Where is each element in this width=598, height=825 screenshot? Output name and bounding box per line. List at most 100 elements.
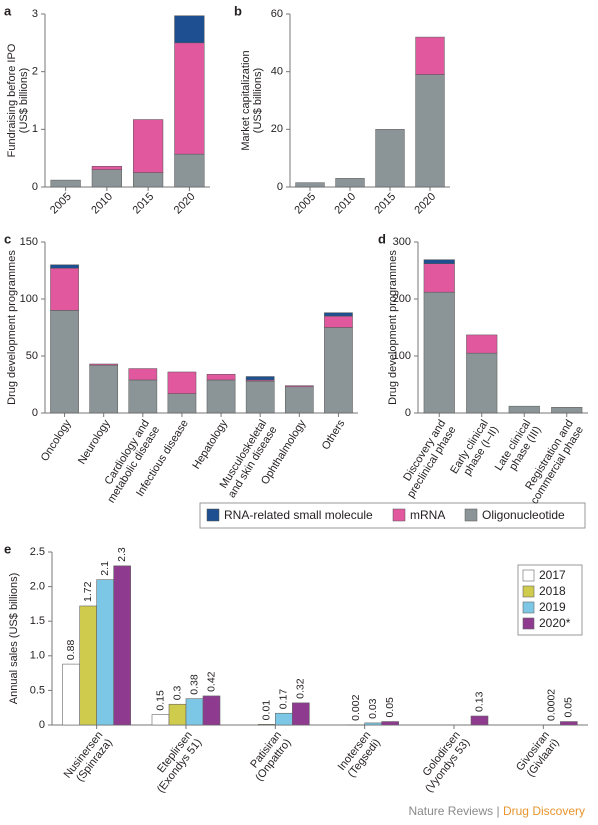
panel-letter: d: [378, 231, 386, 246]
y-tick-label: 1: [32, 123, 38, 135]
bar-segment: [91, 165, 122, 170]
value-label: 0.13: [473, 691, 485, 712]
y-tick-label: 100: [20, 293, 38, 305]
bar: [113, 565, 131, 726]
bar-segment: [466, 352, 498, 414]
value-label: 0.05: [384, 697, 396, 718]
footer-journal: Drug Discovery: [503, 804, 585, 818]
legend-label: RNA-related small molecule: [224, 508, 373, 522]
bar-segment: [423, 291, 455, 414]
x-tick-label: Eteplirsen(Exondys 51): [145, 729, 204, 795]
y-tick-label: 0: [32, 181, 38, 193]
y-tick-label: 300: [393, 236, 411, 248]
x-tick-label: Early clinicalphase (I–II): [448, 418, 501, 483]
bar-segment: [295, 182, 325, 188]
legend-swatch: [392, 508, 406, 522]
bar-segment: [284, 386, 314, 414]
y-tick-label: 200: [393, 293, 411, 305]
value-label: 0.05: [563, 697, 575, 718]
bar: [560, 721, 578, 726]
footer: Nature Reviews | Drug Discovery: [408, 804, 585, 818]
bar: [202, 695, 221, 726]
x-tick-label: 2015: [131, 191, 157, 217]
y-tick-label: 50: [26, 350, 38, 362]
bar: [62, 663, 80, 726]
bar: [292, 702, 310, 726]
bar-segment: [324, 312, 353, 317]
panel-letter: b: [234, 3, 242, 18]
bar-segment: [415, 36, 445, 75]
legend-label: 2017: [539, 568, 566, 582]
bar-segment: [375, 129, 405, 188]
y-tick-label: 20: [271, 123, 283, 135]
y-axis-title: Fundraising before IPO(US$ billions): [6, 43, 30, 157]
y-tick-label: 100: [393, 350, 411, 362]
bar-segment: [206, 379, 236, 414]
x-tick-label: Golodirsen(Vyondys 53): [414, 729, 473, 795]
x-tick-label: Others: [320, 417, 348, 452]
y-tick-label: 60: [271, 8, 283, 20]
bar-segment: [245, 376, 275, 381]
x-tick-label: 2005: [48, 191, 74, 217]
x-tick-label: 2005: [292, 191, 318, 217]
bar-segment: [415, 74, 445, 188]
x-tick-label: Patisiran(Onpattro): [244, 729, 294, 783]
bar-segment: [133, 119, 164, 173]
bar: [79, 605, 97, 726]
y-tick-label: 0: [39, 719, 45, 731]
legend-label: mRNA: [410, 508, 445, 522]
value-label: 2.3: [116, 547, 128, 562]
value-label: 0.38: [188, 674, 200, 695]
x-tick-label: 2010: [89, 191, 115, 217]
y-tick-label: 0: [277, 181, 283, 193]
bar-segment: [245, 380, 275, 414]
bar-segment: [128, 379, 158, 414]
bar-segment: [206, 373, 236, 381]
bar-segment: [335, 178, 365, 188]
x-tick-label: Givosiran(Givlaari): [514, 729, 562, 780]
value-label: 0.01: [261, 700, 273, 721]
bar-segment: [423, 263, 455, 293]
bar: [185, 698, 204, 726]
panel-letter: a: [4, 3, 12, 18]
legend-swatch: [522, 601, 535, 614]
legend-swatch: [522, 569, 535, 582]
y-tick-label: 0: [32, 407, 38, 419]
bar-segment: [174, 15, 205, 44]
value-label: 0.3: [171, 685, 183, 700]
bar-segment: [466, 334, 498, 354]
bar-segment: [551, 407, 583, 414]
value-label: 2.1: [99, 561, 111, 576]
bar: [364, 722, 382, 726]
bar-segment: [89, 363, 119, 366]
value-label: 0.42: [205, 671, 217, 692]
legend-swatch: [206, 508, 220, 522]
legend-label: 2019: [539, 600, 566, 614]
x-tick-label: 2020: [412, 191, 438, 217]
y-axis-title: Drug development programmes: [6, 250, 18, 405]
value-label: 0.32: [295, 678, 307, 699]
footer-publisher: Nature Reviews: [408, 804, 493, 818]
x-tick-label: Oncology: [39, 417, 74, 463]
x-tick-label: 2020: [172, 191, 198, 217]
bar: [470, 715, 489, 726]
panel-letter: e: [4, 541, 11, 556]
y-tick-label: 2.5: [30, 546, 45, 558]
bar-segment: [128, 368, 158, 381]
bar-segment: [508, 405, 540, 414]
x-tick-label: 2015: [372, 191, 398, 217]
y-axis-title: Drug development programmes: [387, 250, 399, 405]
legend-label: 2018: [539, 584, 566, 598]
panel-letter: c: [4, 231, 11, 246]
bar-segment: [423, 259, 455, 264]
bar-segment: [324, 315, 353, 328]
bar-segment: [133, 172, 164, 188]
bar-segment: [174, 153, 205, 188]
y-axis-title: Annual sales (US$ billions): [8, 573, 20, 704]
bar: [275, 712, 293, 726]
bar-segment: [50, 179, 81, 188]
value-label: 0.17: [278, 689, 290, 710]
y-tick-label: 2: [32, 66, 38, 78]
